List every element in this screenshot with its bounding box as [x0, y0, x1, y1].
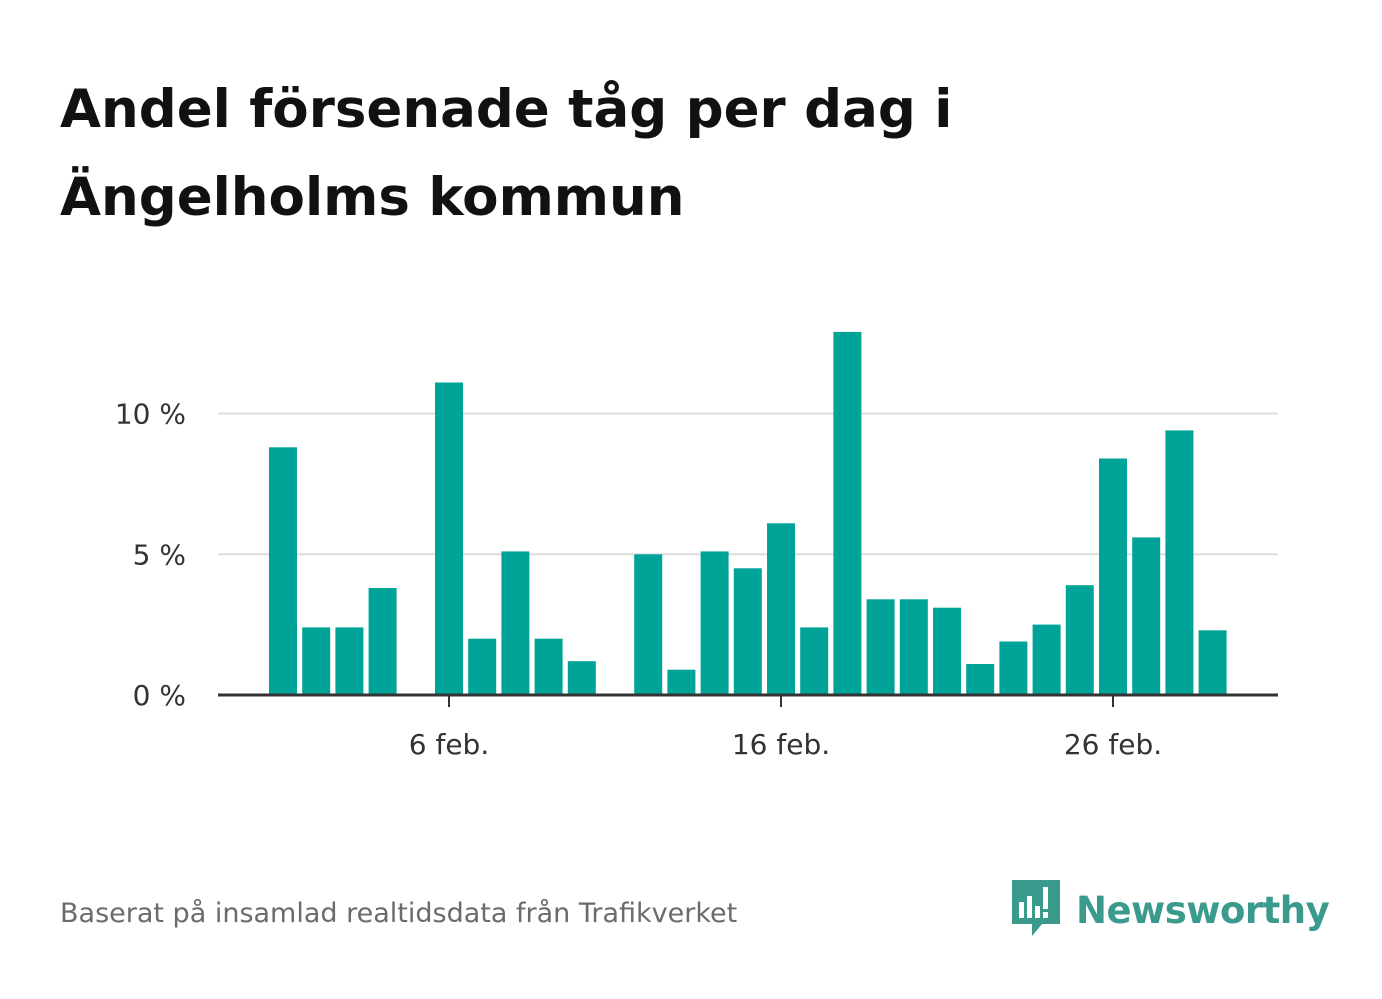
- y-tick-label: 10 %: [115, 398, 186, 431]
- bar: [999, 641, 1028, 695]
- bar: [1165, 430, 1194, 695]
- bar: [335, 627, 364, 695]
- bar: [435, 382, 463, 695]
- bar: [634, 554, 663, 696]
- brand-logo[interactable]: Newsworthy: [1010, 878, 1330, 942]
- bar: [800, 627, 829, 695]
- bar: [1065, 585, 1094, 695]
- x-tick-label: 16 feb.: [732, 728, 830, 761]
- bar: [733, 568, 762, 695]
- bar: [933, 607, 961, 695]
- brand-name: Newsworthy: [1076, 888, 1330, 932]
- y-tick-labels: 0 % 5 % 10 %: [115, 398, 186, 713]
- bar: [567, 661, 596, 695]
- y-tick-label: 0 %: [133, 679, 186, 712]
- bar: [700, 551, 729, 695]
- bar: [534, 638, 563, 695]
- bar: [866, 599, 895, 695]
- x-tick-label: 26 feb.: [1064, 728, 1162, 761]
- x-tick-label: 6 feb.: [409, 728, 489, 761]
- y-tick-label: 5 %: [133, 538, 186, 571]
- newsworthy-logo-icon: [1010, 878, 1062, 942]
- bar: [368, 588, 397, 695]
- bar: [1032, 624, 1061, 695]
- bar: [833, 331, 862, 695]
- source-note: Baserat på insamlad realtidsdata från Tr…: [60, 898, 738, 929]
- bar: [899, 599, 928, 695]
- x-tick-labels: 6 feb. 16 feb. 26 feb.: [409, 695, 1162, 761]
- bar: [501, 551, 530, 695]
- bar: [966, 664, 995, 695]
- bar: [302, 627, 331, 695]
- bar: [1198, 630, 1227, 695]
- bar: [667, 669, 696, 695]
- bar: [269, 447, 297, 695]
- bar: [468, 638, 497, 695]
- chart-title: Andel försenade tåg per dag i Ängelholms…: [60, 79, 953, 228]
- bar: [1132, 537, 1161, 695]
- bars: [269, 331, 1227, 696]
- bar: [1099, 458, 1127, 695]
- bar: [767, 523, 795, 695]
